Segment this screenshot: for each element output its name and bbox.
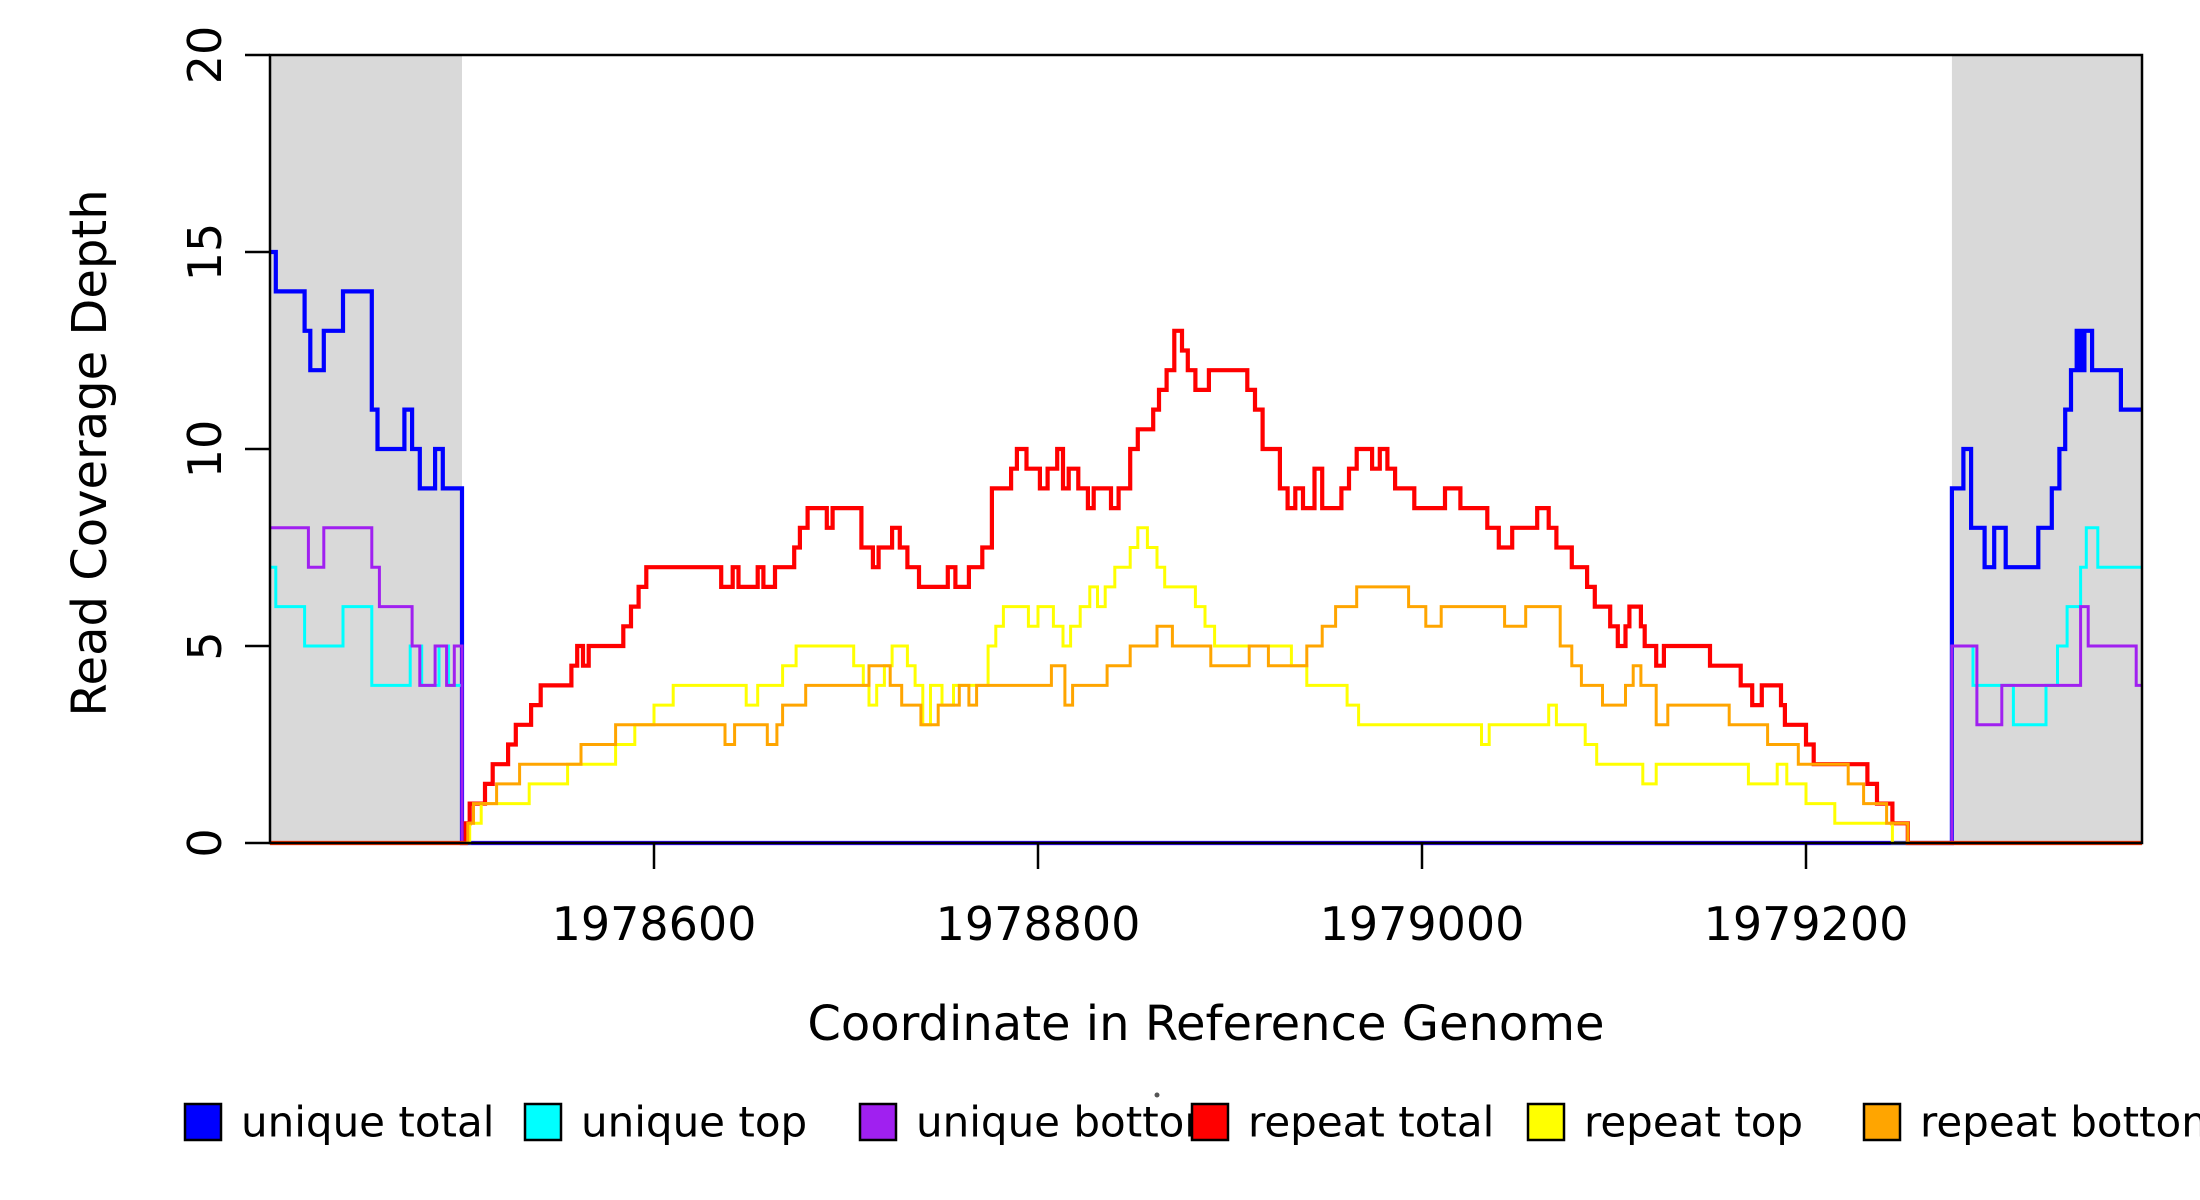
x-tick-label: 1978600 [552, 897, 757, 951]
y-tick-label: 0 [178, 828, 232, 857]
legend-label-unique-total: unique total [241, 1098, 494, 1147]
legend-label-repeat-bottom: repeat bottom [1920, 1098, 2200, 1147]
y-axis-title: Read Coverage Depth [62, 189, 118, 717]
legend-swatch-unique-total [183, 1102, 223, 1142]
plot-box [268, 53, 2144, 845]
legend-swatch-unique-top [523, 1102, 563, 1142]
legend-swatch-repeat-top [1526, 1102, 1566, 1142]
legend-label-repeat-top: repeat top [1584, 1098, 1803, 1147]
legend-label-unique-top: unique top [581, 1098, 807, 1147]
legend-label-unique-bottom: unique bottom [916, 1098, 1225, 1147]
y-tick-label: 10 [178, 420, 232, 479]
legend-label-repeat-total: repeat total [1248, 1098, 1494, 1147]
x-tick-label: 1979000 [1320, 897, 1525, 951]
series-repeat-total [270, 328, 2142, 846]
series-repeat-top [270, 526, 2142, 845]
series-unique-total [270, 249, 2142, 846]
y-tick-label: 20 [178, 26, 232, 85]
series-unique-bottom [270, 526, 2142, 845]
highlight-band-left-unique-flank [270, 55, 462, 843]
y-tick-label: 15 [178, 223, 232, 282]
x-tick-label: 1978800 [936, 897, 1141, 951]
stray-dot [1154, 1092, 1160, 1098]
legend-swatch-repeat-total [1190, 1102, 1230, 1142]
y-tick-label: 5 [178, 631, 232, 660]
legend-swatch-repeat-bottom [1862, 1102, 1902, 1142]
series-repeat-bottom [270, 585, 2142, 845]
legend-swatch-unique-bottom [858, 1102, 898, 1142]
x-tick-label: 1979200 [1704, 897, 1909, 951]
x-axis-title: Coordinate in Reference Genome [807, 996, 1605, 1052]
